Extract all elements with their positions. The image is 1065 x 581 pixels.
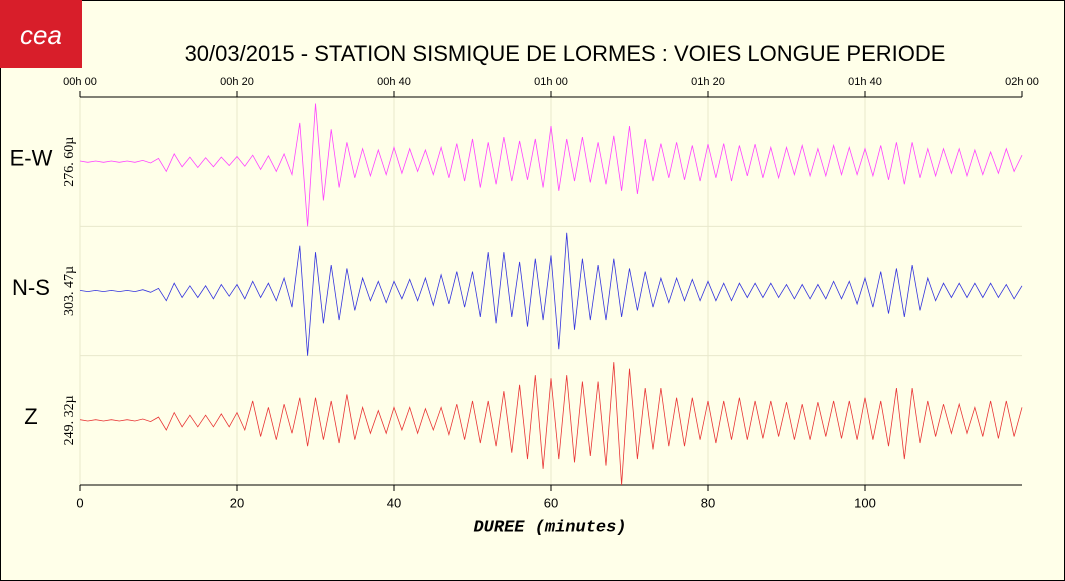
x2-tick-label: 00h 40	[377, 76, 411, 88]
x-axis-title: DUREE (minutes)	[473, 518, 626, 537]
x-tick-label: 80	[701, 495, 715, 510]
scale-label: 249. 32µ	[62, 395, 77, 445]
trace	[79, 103, 1023, 227]
x-tick-label: 60	[544, 495, 558, 510]
x2-tick-label: 01h 00	[534, 76, 568, 88]
x2-tick-label: 00h 20	[220, 76, 254, 88]
trace	[79, 362, 1023, 486]
x2-tick-label: 00h 00	[63, 76, 97, 88]
channel-label: N-S	[12, 275, 50, 300]
trace	[79, 232, 1023, 356]
x-tick-label: 40	[387, 495, 401, 510]
scale-label: 276. 60µ	[62, 137, 77, 187]
logo-box	[0, 0, 82, 68]
x2-tick-label: 02h 00	[1005, 76, 1039, 88]
scale-label: 303. 47µ	[62, 266, 77, 316]
x-tick-label: 100	[854, 495, 876, 510]
channel-label: E-W	[10, 145, 53, 170]
x2-tick-label: 01h 20	[691, 76, 725, 88]
chart-title: 30/03/2015 - STATION SISMIQUE DE LORMES …	[185, 41, 946, 66]
x-tick-label: 0	[76, 495, 83, 510]
logo: cea	[20, 20, 62, 50]
x-tick-label: 20	[230, 495, 244, 510]
x2-tick-label: 01h 40	[848, 76, 882, 88]
channel-label: Z	[24, 404, 37, 429]
